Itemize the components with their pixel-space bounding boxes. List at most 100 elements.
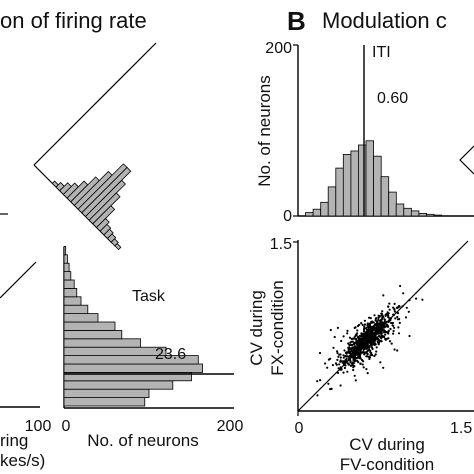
scatter-point <box>397 326 400 329</box>
scatter-point <box>388 319 391 322</box>
scatter-point <box>363 327 366 330</box>
scatter-point <box>415 297 418 300</box>
panel-b-histogram: ITI 0.60 200 0 No. of neurons <box>255 40 474 225</box>
hist-bars <box>305 140 442 217</box>
scatter-point <box>333 335 336 339</box>
scatter-point <box>316 380 319 383</box>
scatter-point <box>370 332 374 335</box>
scatter-x-label-line2: FV-condition <box>340 455 435 474</box>
cut-diagonal-fragment <box>0 261 37 299</box>
scatter-point <box>340 368 343 371</box>
scatter-point <box>336 350 339 353</box>
scatter-point <box>392 332 395 335</box>
scatter-point <box>388 302 391 305</box>
scatter-point <box>344 355 347 358</box>
scatter-x-label-line1: CV during <box>349 435 425 454</box>
h-hist-bar <box>63 313 99 323</box>
scatter-point <box>352 355 355 358</box>
scatter-point <box>408 299 411 302</box>
scatter-point <box>374 353 377 356</box>
scatter-point <box>343 349 346 352</box>
scatter-point <box>405 306 408 309</box>
scatter-point <box>318 351 322 355</box>
h-hist-bar <box>63 271 72 281</box>
scatter-point <box>366 350 369 353</box>
scatter-point <box>349 352 352 355</box>
scatter-point <box>374 336 377 339</box>
left-panel-title-fragment: on of firing rate <box>0 8 147 33</box>
scatter-point <box>366 342 369 345</box>
scatter-point <box>397 332 401 335</box>
scatter-point <box>380 318 383 321</box>
h-hist-bar <box>63 380 174 390</box>
scatter-point <box>347 358 350 361</box>
scatter-point <box>350 337 353 340</box>
scatter-point <box>382 294 385 297</box>
scatter-y-label-line2: FX-condition <box>268 280 287 375</box>
scatter-point <box>357 351 360 354</box>
h-hist-bar <box>63 363 203 373</box>
scatter-point <box>381 325 385 328</box>
scatter-point <box>361 363 364 366</box>
scatter-point <box>387 305 390 308</box>
x-axis-label: No. of neurons <box>87 431 199 450</box>
x-tick-label-100: 100 <box>25 418 52 435</box>
scatter-point <box>392 313 395 317</box>
scatter-point <box>385 323 389 326</box>
scatter-point <box>331 364 334 367</box>
rotated-hist-diagonal-axis <box>33 42 157 166</box>
scatter-point <box>381 321 385 324</box>
iti-annotation: ITI <box>372 44 391 61</box>
scatter-point <box>349 350 352 353</box>
scatter-point <box>366 329 369 332</box>
scatter-point <box>369 322 372 325</box>
scatter-point <box>351 347 354 350</box>
scatter-point <box>353 342 356 345</box>
scatter-point <box>329 357 332 360</box>
hist-bar <box>320 201 329 217</box>
scatter-point <box>369 351 372 354</box>
rotated-hist-bar <box>106 233 117 243</box>
scatter-point <box>390 321 393 325</box>
rotated-hist-bar <box>88 192 121 225</box>
scatter-point <box>377 324 380 327</box>
scatter-point <box>374 328 377 331</box>
scatter-point <box>367 334 370 337</box>
scatter-point <box>379 361 382 364</box>
scatter-point <box>358 342 361 345</box>
scatter-point <box>348 336 351 339</box>
hist-bar <box>342 153 352 217</box>
scatter-point <box>338 353 341 356</box>
reference-value-label: 23.6 <box>155 346 186 363</box>
scatter-point <box>383 335 386 339</box>
scatter-points <box>316 284 424 397</box>
scatter-y-tick-label-1-5: 1.5 <box>270 236 292 253</box>
scatter-point <box>377 332 380 335</box>
scatter-point <box>363 345 366 348</box>
hist-bar <box>373 155 382 217</box>
scatter-point <box>370 335 373 338</box>
scatter-point <box>346 329 349 332</box>
h-hist-bar <box>63 279 75 289</box>
scatter-point <box>391 321 394 325</box>
scatter-point <box>362 366 365 369</box>
scatter-point <box>382 366 385 369</box>
scatter-point <box>365 368 368 371</box>
h-hist-bar <box>63 329 123 340</box>
scatter-point <box>363 343 366 346</box>
scatter-point <box>359 338 362 341</box>
scatter-point <box>350 340 353 343</box>
scatter-point <box>375 333 378 336</box>
scatter-point <box>387 314 390 317</box>
scatter-point <box>363 319 366 322</box>
scatter-point <box>376 320 379 323</box>
scatter-point <box>356 350 360 353</box>
scatter-point <box>352 368 355 372</box>
cut-axis-label-line1: ring <box>0 431 28 450</box>
scatter-point <box>387 325 390 328</box>
scatter-point <box>361 323 364 326</box>
scatter-point <box>353 336 356 339</box>
scatter-point <box>345 357 348 360</box>
scatter-point <box>380 337 383 340</box>
